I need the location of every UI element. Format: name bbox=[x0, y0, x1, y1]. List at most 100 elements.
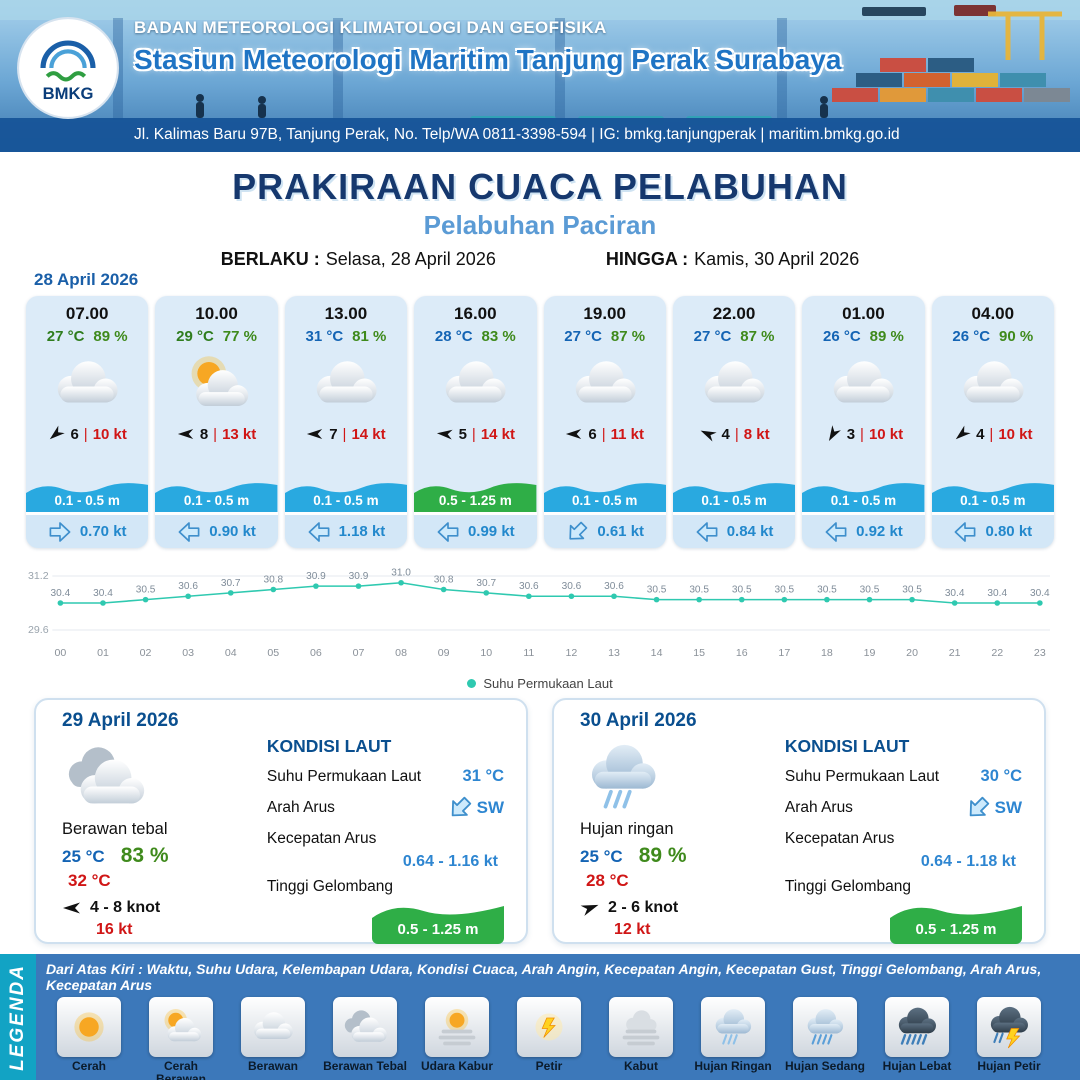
wave-height: 0.1 - 0.5 m bbox=[313, 493, 379, 508]
current-direction-icon bbox=[178, 521, 200, 542]
svg-text:07: 07 bbox=[353, 647, 365, 659]
legend-item-label: Hujan Ringan bbox=[694, 1059, 772, 1073]
wave-height: 0.1 - 0.5 m bbox=[183, 493, 250, 508]
wind-row: 7 | 14 kt bbox=[285, 423, 407, 445]
current-direction-icon bbox=[969, 796, 989, 817]
wave-height: 0.1 - 0.5 m bbox=[960, 493, 1026, 508]
current-row: 0.99 kt bbox=[414, 512, 537, 548]
current-speed-label: Kecepatan Arus bbox=[784, 830, 895, 847]
legend-item: Hujan Sedang bbox=[782, 997, 868, 1080]
wave-height: 0.5 - 1.25 m bbox=[438, 493, 512, 508]
wind-direction-icon bbox=[580, 904, 599, 916]
chart-legend-dot bbox=[467, 678, 477, 688]
legend-item-label: Cerah Berawan bbox=[155, 1059, 207, 1080]
udara-kabur-icon bbox=[425, 997, 489, 1057]
svg-text:23: 23 bbox=[1034, 647, 1046, 659]
legend-items: Cerah Cerah Berawan Berawan Berawan Teba… bbox=[46, 997, 1080, 1080]
current-speed-value: 0.64 - 1.16 kt bbox=[402, 853, 498, 870]
daily-weather-icon bbox=[580, 734, 773, 820]
current-speed: 1.18 kt bbox=[338, 523, 386, 540]
legend-bar: LEGENDA Dari Atas Kiri : Waktu, Suhu Uda… bbox=[0, 954, 1080, 1080]
legend-item: Berawan Tebal bbox=[322, 997, 408, 1080]
current-row: 0.90 kt bbox=[155, 512, 278, 548]
wind-speed: 8 bbox=[199, 425, 209, 443]
wave-height-band: 0.1 - 0.5 m bbox=[155, 478, 278, 512]
daily-temp-min: 25 °C bbox=[580, 847, 623, 866]
page-title: PRAKIRAAN CUACA PELABUHAN bbox=[232, 166, 848, 207]
current-direction-value: SW bbox=[965, 795, 1022, 821]
humidity: 89 % bbox=[869, 328, 904, 345]
svg-text:30.6: 30.6 bbox=[519, 581, 539, 592]
wind-direction-icon bbox=[63, 902, 80, 914]
svg-text:08: 08 bbox=[395, 647, 407, 659]
berawan-icon bbox=[241, 997, 305, 1057]
legend-item-label: Hujan Lebat bbox=[882, 1059, 952, 1073]
svg-text:13: 13 bbox=[608, 647, 620, 659]
legend-item-label: Cerah bbox=[71, 1059, 106, 1073]
svg-text:31.2: 31.2 bbox=[28, 570, 49, 582]
sea-conditions-heading: KONDISI LAUT bbox=[266, 736, 392, 756]
wind-speed: 3 bbox=[846, 425, 856, 443]
legend-description: Dari Atas Kiri : Waktu, Suhu Udara, Kele… bbox=[46, 961, 1042, 993]
hingga-value: Kamis, 30 April 2026 bbox=[694, 249, 860, 269]
current-speed-label: Kecepatan Arus bbox=[266, 830, 377, 847]
current-speed: 0.70 kt bbox=[79, 523, 127, 540]
current-direction-icon bbox=[825, 521, 847, 542]
daily-date: 30 April 2026 bbox=[580, 710, 697, 731]
hourly-forecast-card: 10.00 29 °C 77 % 8 | 13 kt 0.1 - 0.5 m 0.9… bbox=[155, 296, 278, 548]
svg-text:17: 17 bbox=[778, 647, 790, 659]
svg-text:30.6: 30.6 bbox=[604, 581, 624, 592]
wind-speed: 5 bbox=[458, 425, 467, 443]
wind-direction-icon bbox=[307, 429, 323, 439]
wind-speed: 6 bbox=[70, 425, 79, 443]
svg-text:29.6: 29.6 bbox=[28, 624, 49, 636]
svg-text:10: 10 bbox=[480, 647, 492, 659]
wave-height: 0.1 - 0.5 m bbox=[572, 493, 638, 508]
wave-height-band: 0.1 - 0.5 m bbox=[26, 478, 149, 512]
hourly-forecast-card: 22.00 27 °C 87 % 4 | 8 kt 0.1 - 0.5 m 0.84… bbox=[672, 296, 796, 548]
weather-icon bbox=[155, 345, 277, 423]
current-row: 0.61 kt bbox=[543, 512, 666, 548]
wind-row: 4 | 8 kt bbox=[673, 423, 795, 445]
air-temperature: 26 °C bbox=[822, 328, 861, 345]
berlaku-value: Selasa, 28 April 2026 bbox=[325, 249, 496, 269]
daily-gust: 12 kt bbox=[614, 921, 651, 938]
wave-height-label: Tinggi Gelombang bbox=[784, 878, 911, 895]
gust-speed: 10 kt bbox=[868, 425, 904, 443]
daily-temp-max: 28 °C bbox=[586, 871, 629, 890]
current-direction-label: Arah Arus bbox=[266, 799, 335, 816]
wave-height-band: 0.1 - 0.5 m bbox=[543, 478, 666, 512]
wave-height-band: 0.1 - 0.5 m bbox=[931, 478, 1054, 512]
hourly-forecast-card: 16.00 28 °C 83 % 5 | 14 kt 0.5 - 1.25 m 0.… bbox=[414, 296, 537, 548]
daily-temp-min: 25 °C bbox=[62, 847, 105, 866]
svg-text:30.4: 30.4 bbox=[51, 588, 71, 599]
svg-text:30.4: 30.4 bbox=[93, 588, 113, 599]
air-temperature: 27 °C bbox=[693, 328, 732, 345]
validity-from: BERLAKU : Selasa, 28 April 2026 bbox=[221, 249, 496, 270]
legend-item: Cerah Berawan bbox=[138, 997, 224, 1080]
validity-row: BERLAKU : Selasa, 28 April 2026 HINGGA :K… bbox=[0, 249, 1080, 270]
cerah-icon bbox=[57, 997, 121, 1057]
svg-text:30.4: 30.4 bbox=[945, 588, 965, 599]
wind-row: 6 | 10 kt bbox=[26, 423, 148, 445]
svg-text:30.4: 30.4 bbox=[987, 588, 1007, 599]
hujan-lebat-icon bbox=[885, 997, 949, 1057]
daily-condition: Berawan tebal bbox=[62, 820, 168, 838]
daily-humidity: 83 % bbox=[120, 844, 169, 867]
wind-direction-icon bbox=[955, 425, 971, 440]
legend-item-label: Udara Kabur bbox=[420, 1059, 494, 1073]
svg-text:19: 19 bbox=[864, 647, 876, 659]
temp-humidity-row: 28 °C 83 % bbox=[414, 328, 536, 345]
berawan-tebal-icon bbox=[333, 997, 397, 1057]
svg-text:30.7: 30.7 bbox=[221, 578, 241, 589]
svg-text:30.5: 30.5 bbox=[902, 585, 922, 596]
legend-item-label: Petir bbox=[535, 1059, 563, 1073]
svg-text:30.6: 30.6 bbox=[562, 581, 582, 592]
kabut-icon bbox=[609, 997, 673, 1057]
wave-height-band: 0.5 - 1.25 m bbox=[414, 478, 537, 512]
weather-icon bbox=[544, 345, 666, 423]
humidity: 83 % bbox=[481, 328, 516, 345]
air-temperature: 27 °C bbox=[46, 328, 85, 345]
wind-speed: 4 bbox=[721, 425, 730, 443]
